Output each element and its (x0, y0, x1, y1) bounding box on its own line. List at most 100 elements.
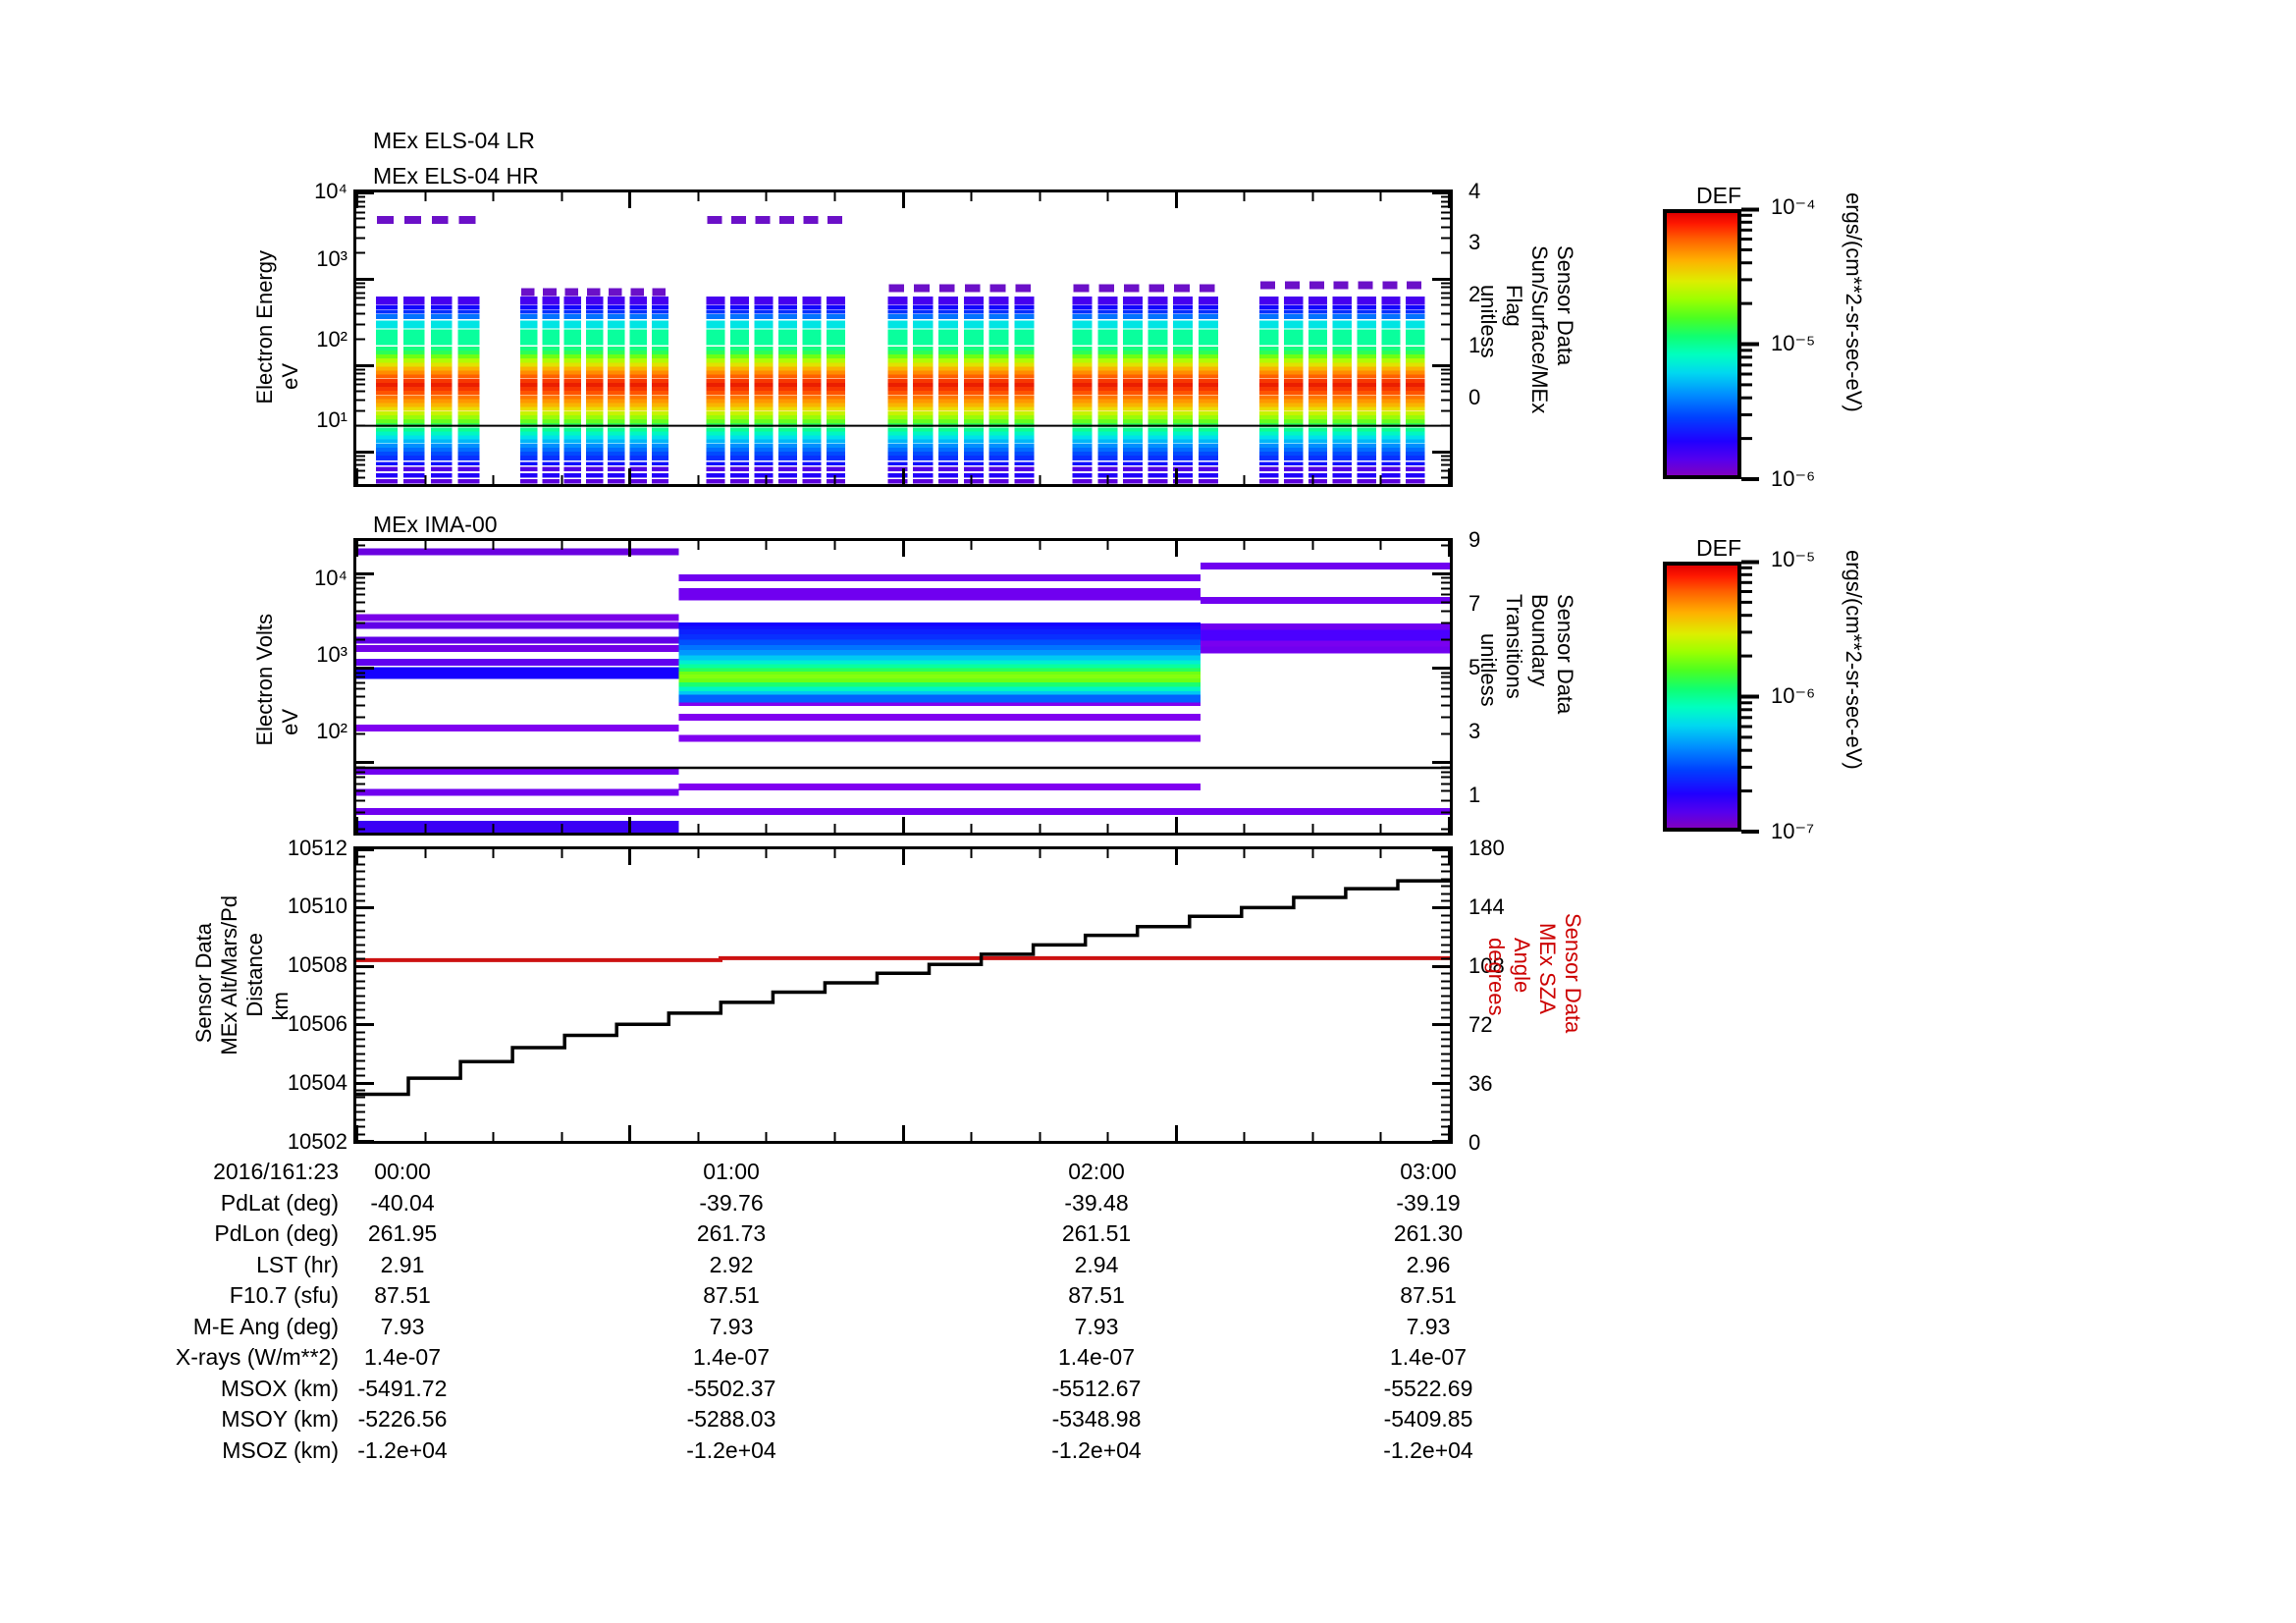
panel2-right-tick-5: 5 (1468, 655, 1481, 679)
panel1-title-lr: MEx ELS-04 LR (373, 128, 535, 153)
table-cell: 261.51 (1061, 1220, 1132, 1246)
panel3-ytick-10504: 10504 (287, 1070, 347, 1095)
panel3-right-label-3: Angle (1510, 938, 1534, 994)
panel2-plot-frame (353, 538, 1453, 836)
table-cell: 2.94 (1074, 1251, 1119, 1277)
table-cell: -1.2e+04 (357, 1436, 448, 1463)
colorbar1-units: ergs/(cm**2-sr-sec-eV) (1842, 192, 1866, 412)
panel3-right-tick-72: 72 (1468, 1012, 1493, 1037)
panel2-spectrogram (356, 541, 1450, 833)
colorbar1-bottom-label: 10⁻⁶ (1771, 466, 1816, 491)
table-cell: 1.4e-07 (1057, 1344, 1135, 1370)
table-row-label: M-E Ang (deg) (192, 1313, 339, 1339)
panel3-ylabel-line1: Sensor Data (191, 923, 216, 1044)
table-cell: 2.91 (380, 1251, 425, 1277)
ephemeris-table: 2016/161:23 00:00 01:00 02:00 03:00 PdLat (de… (0, 1159, 2296, 1473)
table-cell: 00:00 (374, 1159, 431, 1184)
panel3-ytick-10508: 10508 (287, 952, 347, 977)
panel1-right-label-1: Sensor Data (1553, 245, 1577, 366)
table-cell: -39.76 (699, 1189, 764, 1216)
panel1-right-tick-2: 2 (1468, 282, 1481, 306)
panel1-right-tick-0: 0 (1468, 385, 1481, 409)
colorbar2-top-label: 10⁻⁵ (1771, 547, 1816, 571)
panel1-right-label-2: Sun/Surface/MEx (1527, 245, 1552, 414)
panel3-ylabel-line4: km (268, 992, 293, 1021)
panel1-ylabel-line1: Electron Energy (252, 250, 277, 405)
table-row-label: PdLat (deg) (220, 1189, 339, 1216)
table-cell: 87.51 (1068, 1282, 1125, 1308)
panel3-lineplot (356, 849, 1450, 1141)
colorbar2-ticks (1741, 560, 1759, 834)
table-cell: 1.4e-07 (1389, 1344, 1467, 1370)
table-row-label: PdLon (deg) (214, 1220, 339, 1246)
table-cell: 7.93 (1074, 1313, 1119, 1339)
table-cell: 03:00 (1400, 1159, 1457, 1184)
panel2-right-label-3: Transitions (1502, 594, 1526, 699)
table-cell: 261.30 (1393, 1220, 1464, 1246)
table-cell: 87.51 (374, 1282, 431, 1308)
panel3-ytick-10512: 10512 (287, 836, 347, 860)
table-cell: 87.51 (1400, 1282, 1457, 1308)
panel3-right-tick-0: 0 (1468, 1130, 1481, 1155)
panel3-right-label-1: Sensor Data (1561, 913, 1585, 1034)
panel2-right-tick-7: 7 (1468, 591, 1481, 616)
panel3-ytick-10502: 10502 (287, 1129, 347, 1154)
panel2-right-tick-1: 1 (1468, 783, 1481, 807)
panel3-ytick-10510: 10510 (287, 893, 347, 918)
table-cell: 261.73 (696, 1220, 767, 1246)
panel3-right-tick-108: 108 (1468, 953, 1505, 978)
table-row-label: MSOY (km) (221, 1406, 339, 1432)
table-row-label: F10.7 (sfu) (229, 1282, 339, 1308)
panel1-right-tick-3: 3 (1468, 230, 1481, 254)
table-cell: 7.93 (709, 1313, 754, 1339)
panel1-title-hr: MEx ELS-04 HR (373, 163, 539, 189)
table-cell: 2.96 (1406, 1251, 1451, 1277)
panel2-ytick-1e4: 10⁴ (314, 566, 347, 590)
panel2-ylabel-line2: eV (278, 709, 302, 735)
panel3-ylabel-line3: Distance (242, 933, 267, 1017)
panel1-ytick-1e4: 10⁴ (314, 179, 347, 203)
table-row-label: MSOX (km) (220, 1375, 339, 1401)
colorbar2-bottom-label: 10⁻⁷ (1771, 819, 1815, 843)
panel1-plot-frame (353, 189, 1453, 487)
colorbar2-mid-label: 10⁻⁶ (1771, 683, 1816, 708)
panel1-right-label-3: Flag (1502, 285, 1526, 327)
panel1-ytick-1e3: 10³ (316, 246, 347, 271)
panel1-spectrogram (356, 192, 1450, 484)
table-cell: -39.48 (1064, 1189, 1129, 1216)
table-cell: -5491.72 (357, 1375, 448, 1401)
colorbar1-title: DEF (1696, 183, 1741, 208)
colorbar2-title: DEF (1696, 535, 1741, 561)
panel2-right-label-2: Boundary (1527, 594, 1552, 687)
table-cell: 1.4e-07 (692, 1344, 770, 1370)
colorbar2-units: ergs/(cm**2-sr-sec-eV) (1842, 550, 1866, 770)
panel2-ytick-1e2: 10² (316, 719, 347, 743)
panel2-ytick-1e3: 10³ (316, 642, 347, 667)
table-cell: 2.92 (709, 1251, 754, 1277)
panel3-right-tick-180: 180 (1468, 836, 1505, 860)
panel2-right-label-4: unitless (1476, 633, 1501, 707)
panel1-ylabel-line2: eV (278, 363, 302, 390)
table-cell: -5226.56 (357, 1406, 448, 1432)
table-cell: -5522.69 (1383, 1375, 1473, 1401)
colorbar1-top-label: 10⁻⁴ (1771, 194, 1816, 219)
table-cell: 7.93 (380, 1313, 425, 1339)
table-cell: -1.2e+04 (1383, 1436, 1473, 1463)
panel1-right-tick-1: 1 (1468, 333, 1481, 357)
table-cell: 01:00 (703, 1159, 760, 1184)
table-cell: -5502.37 (686, 1375, 776, 1401)
table-cell: 261.95 (367, 1220, 438, 1246)
table-cell: -5348.98 (1051, 1406, 1142, 1432)
panel3-right-tick-144: 144 (1468, 894, 1505, 919)
table-cell: 1.4e-07 (363, 1344, 441, 1370)
panel2-right-tick-9: 9 (1468, 527, 1481, 552)
panel3-ytick-10506: 10506 (287, 1011, 347, 1036)
table-cell: 87.51 (703, 1282, 760, 1308)
panel3-right-tick-36: 36 (1468, 1071, 1493, 1096)
panel3-right-label-4: degrees (1484, 938, 1509, 1016)
table-cell: -5288.03 (686, 1406, 776, 1432)
panel1-right-label-4: unitless (1476, 285, 1501, 358)
table-cell: -39.19 (1396, 1189, 1461, 1216)
colorbar1-gradient (1663, 209, 1741, 479)
table-cell: -1.2e+04 (1051, 1436, 1142, 1463)
